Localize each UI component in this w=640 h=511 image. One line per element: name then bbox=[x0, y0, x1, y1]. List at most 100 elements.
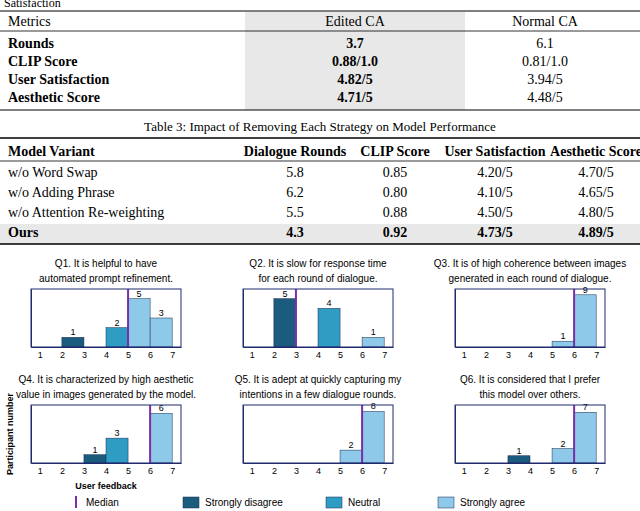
x-tick-label: 5 bbox=[126, 466, 131, 476]
x-tick: 3 bbox=[82, 463, 87, 476]
data-label: 1 bbox=[92, 445, 97, 455]
mid-rule bbox=[0, 31, 640, 32]
x-tick-label: 1 bbox=[38, 350, 43, 360]
x-tick-label: 4 bbox=[316, 466, 321, 476]
x-tick-label: 1 bbox=[250, 466, 255, 476]
chart-title: generated in each round of dialogue. bbox=[449, 273, 612, 284]
table-cell: 4.80/5 bbox=[578, 205, 613, 220]
table-cell: 4.10/5 bbox=[477, 185, 512, 200]
bar bbox=[150, 413, 172, 463]
caption-fragment: Satisfaction bbox=[4, 0, 61, 10]
x-axis: 1234567 bbox=[456, 347, 606, 360]
header-cell: Aesthetic Score bbox=[550, 144, 640, 159]
header-cell: Normal CA bbox=[512, 14, 579, 29]
plot-frame bbox=[243, 289, 393, 347]
bar bbox=[340, 450, 362, 463]
x-tick-label: 3 bbox=[506, 466, 511, 476]
header-cell: Edited CA bbox=[325, 14, 385, 29]
x-tick: 1 bbox=[462, 463, 467, 476]
header-cell: User Satisfaction bbox=[444, 144, 545, 159]
median-line bbox=[127, 289, 129, 347]
chart-title: Q1. It is helpful to have bbox=[55, 258, 158, 269]
header-cell: Metrics bbox=[8, 14, 51, 29]
x-tick: 7 bbox=[382, 463, 387, 476]
x-tick: 7 bbox=[382, 347, 387, 360]
header-cell: CLIP Score bbox=[360, 144, 429, 159]
x-tick-label: 3 bbox=[82, 466, 87, 476]
table-caption: Table 3: Impact of Removing Each Strateg… bbox=[144, 119, 496, 134]
bottom-rule bbox=[0, 243, 640, 244]
bar bbox=[552, 449, 574, 464]
x-axis: 1234567 bbox=[32, 347, 182, 360]
legend-item: Median bbox=[76, 496, 119, 508]
bar bbox=[362, 337, 384, 347]
data-label: 9 bbox=[583, 285, 588, 295]
table-cell: 4.73/5 bbox=[477, 225, 512, 240]
y-axis-line bbox=[455, 406, 456, 464]
y-axis-line bbox=[31, 406, 32, 464]
bar bbox=[150, 318, 172, 347]
x-tick: 2 bbox=[60, 347, 65, 360]
x-tick: 6 bbox=[360, 347, 365, 360]
x-axis-line bbox=[32, 347, 182, 348]
plot-frame bbox=[455, 405, 605, 463]
plot-area bbox=[340, 405, 384, 463]
x-axis-line bbox=[244, 347, 394, 348]
x-tick: 4 bbox=[316, 347, 321, 360]
table-cell: 0.88 bbox=[383, 205, 408, 220]
plot-frame bbox=[31, 405, 181, 463]
x-tick: 4 bbox=[528, 463, 533, 476]
x-axis: 1234567 bbox=[456, 463, 606, 476]
x-tick: 2 bbox=[60, 463, 65, 476]
x-axis-title: User feedback bbox=[75, 481, 138, 491]
x-tick-label: 5 bbox=[338, 466, 343, 476]
x-tick-label: 2 bbox=[484, 350, 489, 360]
x-tick-label: 5 bbox=[126, 350, 131, 360]
x-tick-label: 6 bbox=[572, 466, 577, 476]
bar bbox=[62, 337, 84, 347]
x-tick-label: 3 bbox=[506, 350, 511, 360]
x-tick-label: 1 bbox=[462, 350, 467, 360]
legend-swatch bbox=[438, 497, 454, 508]
chart-title: this model over others. bbox=[479, 389, 580, 400]
x-tick: 5 bbox=[338, 347, 343, 360]
chart-title: automated prompt refinement. bbox=[39, 273, 173, 284]
table-cell: 4.3 bbox=[286, 225, 304, 240]
table-cell: 3.7 bbox=[346, 36, 364, 51]
x-tick-label: 2 bbox=[60, 466, 65, 476]
x-tick-label: 1 bbox=[250, 350, 255, 360]
table-cell: 0.80 bbox=[383, 185, 408, 200]
x-tick: 6 bbox=[148, 347, 153, 360]
legend-label: Strongly disagree bbox=[205, 497, 283, 508]
table-cell: 5.5 bbox=[286, 205, 304, 220]
x-axis: 1234567 bbox=[244, 463, 394, 476]
x-tick-label: 2 bbox=[272, 466, 277, 476]
table-cell: Aesthetic Score bbox=[8, 90, 100, 105]
table-cell: 0.85 bbox=[383, 165, 408, 180]
x-tick: 5 bbox=[126, 463, 131, 476]
x-tick: 7 bbox=[170, 463, 175, 476]
table-cell: 4.65/5 bbox=[578, 185, 613, 200]
x-tick-label: 3 bbox=[82, 350, 87, 360]
x-tick-label: 7 bbox=[594, 466, 599, 476]
x-tick-label: 7 bbox=[170, 466, 175, 476]
table-cell: 3.94/5 bbox=[527, 72, 562, 87]
table-cell: w/o Adding Phrase bbox=[8, 185, 115, 200]
table-cell: w/o Word Swap bbox=[8, 165, 98, 180]
table-cell: 6.2 bbox=[286, 185, 304, 200]
x-tick: 3 bbox=[294, 463, 299, 476]
bar bbox=[574, 412, 596, 463]
table-cell: Rounds bbox=[8, 36, 54, 51]
x-tick-label: 2 bbox=[60, 350, 65, 360]
table-cell: 4.71/5 bbox=[337, 90, 372, 105]
chart-panel: Q2. It is slow for response timefor each… bbox=[243, 258, 394, 360]
table-3: Table 3: Impact of Removing Each Strateg… bbox=[0, 119, 640, 244]
highlight-column bbox=[245, 12, 465, 110]
header-cell: Dialogue Rounds bbox=[244, 144, 347, 159]
legend-label: Strongly agree bbox=[460, 497, 525, 508]
x-tick: 3 bbox=[294, 347, 299, 360]
legend-swatch bbox=[75, 496, 77, 508]
x-tick: 6 bbox=[572, 347, 577, 360]
data-label: 8 bbox=[371, 401, 376, 411]
chart-title: intentions in a few dialogue rounds. bbox=[240, 389, 397, 400]
